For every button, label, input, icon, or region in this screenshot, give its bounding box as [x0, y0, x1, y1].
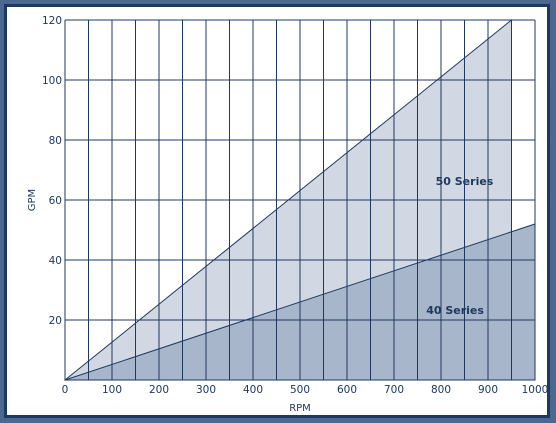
grid-lines [64, 19, 536, 381]
x-tick-label: 500 [290, 384, 310, 396]
series-labels: 50 Series 40 Series [426, 175, 494, 317]
y-tick-label: 120 [42, 15, 62, 27]
x-tick-label: 700 [384, 384, 404, 396]
y-tick-label: 100 [42, 75, 62, 87]
y-tick-label: 80 [49, 135, 62, 147]
x-tick-label: 100 [102, 384, 122, 396]
x-tick-label: 900 [478, 384, 498, 396]
x-tick-labels: 0 100 200 300 400 500 600 700 800 900 1000 [62, 384, 549, 396]
x-axis-label: RPM [289, 403, 311, 414]
x-tick-label: 0 [62, 384, 69, 396]
series-label: 40 Series [426, 304, 484, 317]
x-tick-label: 200 [149, 384, 169, 396]
x-tick-label: 300 [196, 384, 216, 396]
y-tick-label: 40 [49, 255, 62, 267]
x-tick-label: 600 [337, 384, 357, 396]
x-tick-label: 400 [243, 384, 263, 396]
y-tick-labels: 20 40 60 80 100 120 [42, 15, 62, 327]
x-tick-label: 800 [431, 384, 451, 396]
y-tick-label: 60 [49, 195, 62, 207]
y-axis-label: GPM [27, 189, 38, 211]
y-tick-label: 20 [49, 315, 62, 327]
series-label: 50 Series [436, 175, 494, 188]
x-tick-label: 1000 [522, 384, 549, 396]
